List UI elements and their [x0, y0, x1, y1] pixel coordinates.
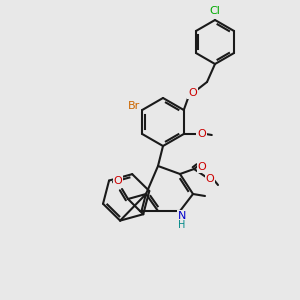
Text: O: O — [206, 174, 214, 184]
Text: O: O — [114, 176, 122, 186]
Text: N: N — [178, 211, 186, 221]
Text: H: H — [178, 220, 186, 230]
Text: O: O — [197, 129, 206, 139]
Text: O: O — [198, 162, 206, 172]
Text: Br: Br — [128, 101, 140, 111]
Text: O: O — [188, 88, 197, 98]
Text: Cl: Cl — [210, 6, 220, 16]
